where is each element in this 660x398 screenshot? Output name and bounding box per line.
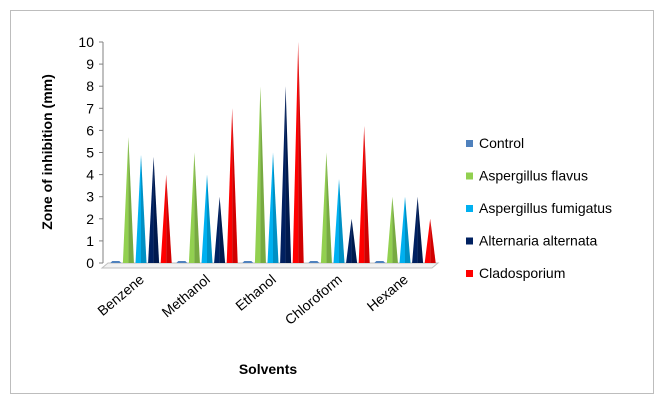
- y-tick-label: 8: [86, 78, 94, 94]
- bar-alternaria-alternata-hexane: [412, 196, 424, 263]
- bar-aspergillus-flavus-ethanol: [254, 86, 266, 263]
- x-tick-label-hexane: Hexane: [364, 271, 411, 314]
- x-tick-label-ethanol: Ethanol: [232, 271, 279, 314]
- bar-aspergillus-fumigatus-ethanol: [267, 152, 279, 263]
- bar-alternaria-alternata-benzene: [148, 156, 160, 263]
- bar-aspergillus-fumigatus-chloroform: [333, 179, 345, 263]
- bar-control-hexane: [374, 261, 386, 263]
- x-tick-label-methanol: Methanol: [159, 271, 213, 320]
- legend: Control Aspergillus flavus Aspergillus fum…: [466, 135, 612, 281]
- legend-label-control: Control: [479, 135, 524, 151]
- chart-frame: [10, 10, 654, 394]
- legend-label-aspergillus-flavus: Aspergillus flavus: [479, 168, 588, 184]
- bar-cladosporium-chloroform: [358, 125, 370, 263]
- y-tick-label: 10: [78, 34, 94, 50]
- legend-label-aspergillus-fumigatus: Aspergillus fumigatus: [479, 200, 612, 216]
- legend-swatch-alternaria-alternata: [466, 237, 473, 245]
- x-axis-tick-labels: Benzene Methanol Ethanol Chloroform Hexane: [94, 271, 411, 328]
- bar-cladosporium-ethanol: [292, 42, 304, 263]
- y-tick-label: 6: [86, 122, 94, 138]
- bar-aspergillus-fumigatus-hexane: [399, 196, 411, 263]
- bar-aspergillus-flavus-hexane: [386, 196, 398, 263]
- bar-alternaria-alternata-ethanol: [280, 86, 292, 263]
- y-tick-label: 3: [86, 189, 94, 205]
- x-axis-title: Solvents: [239, 361, 298, 377]
- y-tick-label: 1: [86, 233, 94, 249]
- bar-alternaria-alternata-chloroform: [346, 218, 358, 263]
- legend-label-alternaria-alternata: Alternaria alternata: [479, 233, 598, 249]
- chart-floor-plane: [100, 262, 440, 269]
- y-tick-label: 9: [86, 56, 94, 72]
- bar-aspergillus-fumigatus-methanol: [201, 174, 213, 263]
- bar-aspergillus-flavus-benzene: [122, 137, 134, 263]
- y-tick-label: 5: [86, 145, 94, 161]
- y-tick-label: 7: [86, 100, 94, 116]
- y-tick-label: 4: [86, 167, 94, 183]
- bar-alternaria-alternata-methanol: [214, 196, 226, 263]
- bar-control-methanol: [176, 261, 188, 263]
- x-tick-label-benzene: Benzene: [94, 271, 147, 319]
- bar-aspergillus-flavus-chloroform: [320, 152, 332, 263]
- bars-group: [110, 42, 436, 263]
- x-tick-label-chloroform: Chloroform: [282, 271, 345, 328]
- bar-cladosporium-methanol: [226, 108, 238, 263]
- y-axis: 0 1 2 3 4 5 6 7 8 9 10: [78, 34, 104, 271]
- bar-cladosporium-benzene: [160, 174, 172, 263]
- legend-label-cladosporium: Cladosporium: [479, 265, 565, 281]
- y-tick-label: 2: [86, 211, 94, 227]
- y-axis-title: Zone of inhibition (mm): [39, 74, 55, 230]
- bar-control-ethanol: [242, 261, 254, 263]
- bar-aspergillus-flavus-methanol: [188, 152, 200, 263]
- legend-swatch-control: [466, 140, 473, 147]
- bar-control-chloroform: [308, 261, 320, 263]
- legend-swatch-aspergillus-flavus: [466, 172, 473, 180]
- y-tick-label: 0: [86, 255, 94, 271]
- legend-swatch-cladosporium: [466, 270, 473, 277]
- bar-aspergillus-fumigatus-benzene: [135, 154, 147, 263]
- bar-control-benzene: [110, 261, 122, 263]
- chart-floor: [100, 262, 440, 269]
- bar-cladosporium-hexane: [424, 218, 436, 263]
- legend-swatch-aspergillus-fumigatus: [466, 205, 473, 212]
